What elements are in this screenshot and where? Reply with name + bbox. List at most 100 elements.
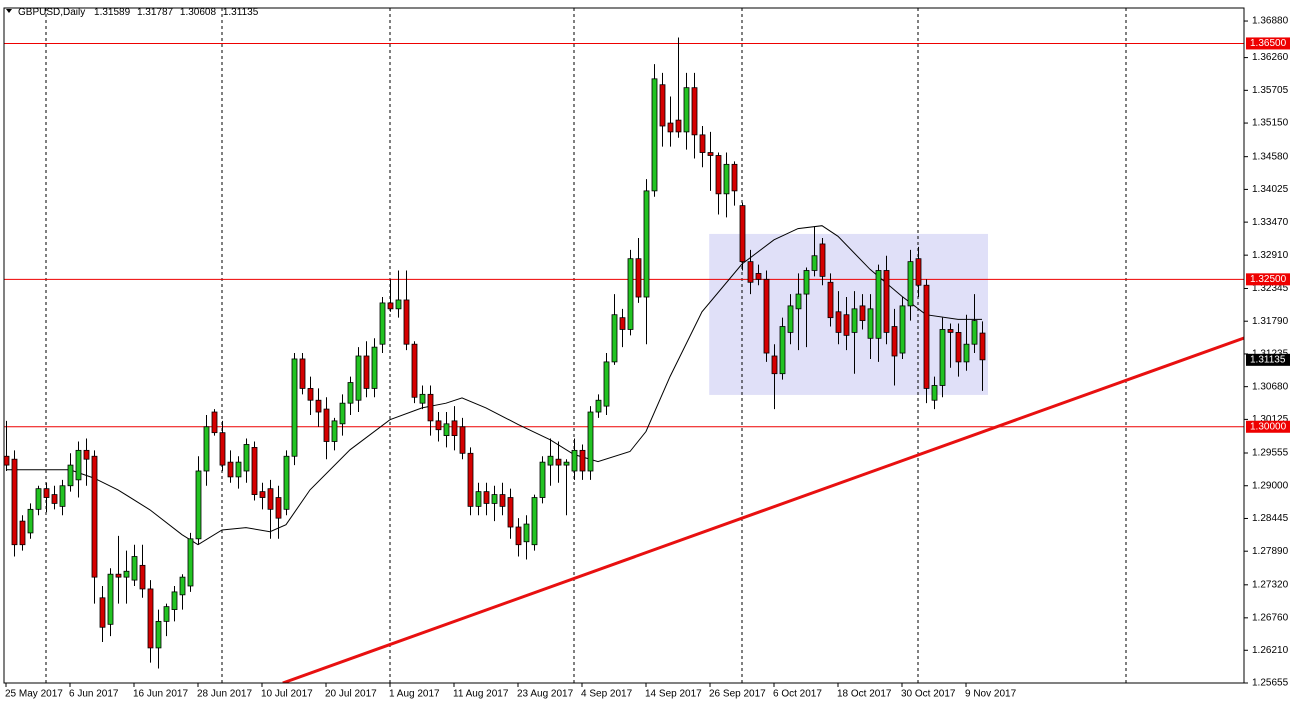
- header-close: 1.31135: [223, 7, 259, 18]
- x-tick-label: 4 Sep 2017: [581, 689, 633, 700]
- y-tick-label: 1.29555: [1252, 448, 1289, 459]
- y-tick-label: 1.32345: [1252, 283, 1289, 294]
- candle-body: [187, 538, 194, 587]
- level-label: 1.36500: [1250, 38, 1287, 49]
- candle-body: [627, 258, 634, 330]
- level-label-box: [1246, 420, 1290, 433]
- candle-body: [347, 382, 354, 404]
- candle-body: [875, 270, 882, 339]
- candle-body: [75, 449, 82, 481]
- candle-body: [971, 320, 978, 345]
- candle-body: [35, 488, 42, 510]
- candle-body: [275, 497, 282, 519]
- candle-body: [291, 358, 298, 457]
- price-label-box: [1246, 353, 1290, 366]
- candle-body: [963, 343, 970, 363]
- candle-body: [459, 426, 466, 454]
- y-tick-label: 1.30125: [1252, 414, 1289, 425]
- candle-body: [531, 497, 538, 546]
- symbol-title: GBPUSD,Daily: [18, 7, 85, 18]
- y-tick-label: 1.34580: [1252, 151, 1289, 162]
- candle-body: [787, 305, 794, 333]
- candle-body: [67, 464, 74, 487]
- candle-body: [651, 78, 658, 192]
- x-tick-label: 30 Oct 2017: [901, 689, 956, 700]
- candle-body: [803, 270, 810, 295]
- y-tick-label: 1.26760: [1252, 612, 1289, 623]
- candle-body: [739, 205, 746, 263]
- candle-body: [435, 420, 442, 431]
- x-tick-label: 11 Aug 2017: [453, 689, 509, 700]
- candle-body: [659, 84, 666, 127]
- candle-body: [747, 261, 754, 283]
- candle-body: [475, 491, 482, 507]
- candle-body: [171, 591, 178, 610]
- candle-body: [467, 452, 474, 507]
- candle-body: [99, 597, 106, 628]
- candle-body: [515, 526, 522, 546]
- candle-body: [371, 346, 378, 389]
- candle-body: [891, 326, 898, 357]
- candle-body: [227, 461, 234, 478]
- candle-body: [563, 461, 570, 466]
- candle-body: [107, 573, 114, 625]
- candle-body: [827, 281, 834, 319]
- candle-body: [507, 497, 514, 528]
- candle-body: [955, 332, 962, 363]
- header-open: 1.31589: [94, 7, 131, 18]
- header-low: 1.30608: [180, 7, 217, 18]
- candle-body: [859, 305, 866, 322]
- y-tick-label: 1.27320: [1252, 579, 1289, 590]
- candle-body: [299, 358, 306, 389]
- y-tick-label: 1.29000: [1252, 480, 1289, 491]
- candle-body: [939, 329, 946, 386]
- candle-body: [851, 308, 858, 333]
- x-tick-label: 14 Sep 2017: [645, 689, 702, 700]
- x-tick-label: 28 Jun 2017: [197, 689, 252, 700]
- menu-triangle[interactable]: [6, 9, 12, 13]
- candle-body: [835, 311, 842, 333]
- candle-body: [83, 449, 90, 460]
- candle-body: [571, 449, 578, 472]
- candle-body: [243, 444, 250, 472]
- candle-body: [779, 326, 786, 375]
- candle-body: [643, 190, 650, 298]
- candle-body: [59, 485, 66, 507]
- candle-body: [755, 273, 762, 280]
- x-tick-label: 25 May 2017: [5, 689, 63, 700]
- x-tick-label: 18 Oct 2017: [837, 689, 892, 700]
- candle-body: [211, 411, 218, 434]
- candle-body: [411, 343, 418, 398]
- x-tick-label: 16 Jun 2017: [133, 689, 188, 700]
- y-tick-label: 1.31790: [1252, 316, 1289, 327]
- candle-body: [611, 314, 618, 363]
- candle-body: [155, 620, 162, 649]
- level-label-box: [1246, 37, 1290, 50]
- plot-frame: [3, 7, 1245, 684]
- candle-body: [587, 411, 594, 472]
- candle-body: [731, 163, 738, 192]
- x-tick-label: 6 Jun 2017: [69, 689, 119, 700]
- candle-body: [219, 432, 226, 466]
- candle-body: [635, 258, 642, 298]
- x-tick-label: 10 Jul 2017: [261, 689, 313, 700]
- level-label-box: [1246, 273, 1290, 286]
- candle-body: [771, 355, 778, 375]
- y-tick-label: 1.28445: [1252, 513, 1289, 524]
- candle-body: [27, 508, 34, 534]
- candle-body: [675, 119, 682, 133]
- candle-body: [483, 491, 490, 504]
- candle-body: [579, 449, 586, 472]
- candle-body: [331, 420, 338, 442]
- y-tick-label: 1.33470: [1252, 217, 1289, 228]
- candle-body: [163, 606, 170, 622]
- x-tick-label: 6 Oct 2017: [773, 689, 822, 700]
- candle-body: [179, 576, 186, 596]
- candle-body: [147, 588, 154, 649]
- level-label: 1.30000: [1250, 421, 1287, 432]
- candle-body: [283, 455, 290, 510]
- y-tick-label: 1.30680: [1252, 381, 1289, 392]
- candle-body: [867, 308, 874, 339]
